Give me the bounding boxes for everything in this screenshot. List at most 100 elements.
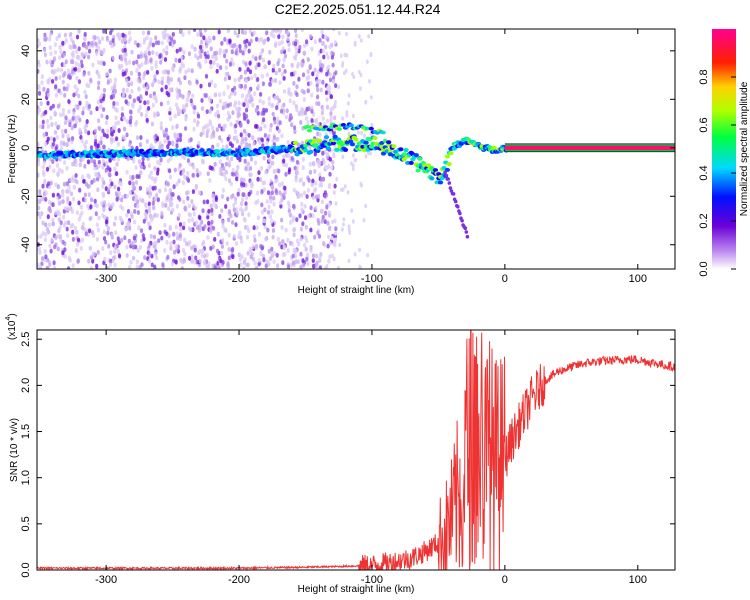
noise-dot xyxy=(49,180,53,186)
noise-dot xyxy=(151,200,155,206)
x-tick-label: -100 xyxy=(361,273,383,285)
noise-dot xyxy=(263,207,267,213)
colorbar-gradient xyxy=(712,29,736,269)
noise-dot xyxy=(44,131,49,137)
noise-dot xyxy=(49,51,53,56)
noise-dot xyxy=(259,251,263,257)
noise-dot xyxy=(275,95,280,101)
noise-dot xyxy=(240,181,244,187)
noise-dot xyxy=(116,120,121,125)
noise-dot xyxy=(341,63,344,68)
noise-dot xyxy=(286,140,290,145)
noise-dot xyxy=(310,92,314,98)
noise-dot xyxy=(309,227,313,233)
noise-dot xyxy=(170,261,175,267)
noise-dot xyxy=(240,201,244,207)
noise-dot xyxy=(273,169,277,174)
noise-dot xyxy=(334,70,338,75)
noise-dot xyxy=(246,103,250,109)
noise-dot xyxy=(250,75,254,81)
noise-dot xyxy=(271,67,275,73)
noise-dot xyxy=(112,101,116,106)
noise-dot xyxy=(198,29,202,34)
noise-dot xyxy=(75,49,79,54)
noise-dot xyxy=(150,66,154,71)
noise-dot xyxy=(130,88,134,94)
noise-dot xyxy=(139,54,143,59)
noise-dot xyxy=(191,172,195,178)
noise-dot xyxy=(150,121,154,127)
noise-dot xyxy=(54,84,58,89)
noise-dot xyxy=(244,195,249,201)
noise-dot xyxy=(143,211,147,217)
noise-dot xyxy=(278,29,282,33)
noise-dot xyxy=(144,90,149,96)
noise-dot xyxy=(99,49,103,55)
noise-dot xyxy=(155,51,159,57)
noise-dot xyxy=(166,75,170,81)
noise-dot xyxy=(270,78,275,84)
noise-dot xyxy=(230,57,234,63)
noise-dot xyxy=(305,39,309,45)
noise-dot xyxy=(219,65,223,70)
signal-blob xyxy=(408,160,414,165)
noise-dot xyxy=(156,197,160,203)
noise-dot xyxy=(275,252,279,258)
noise-dot xyxy=(128,60,132,65)
noise-dot xyxy=(64,220,68,226)
noise-dot xyxy=(257,231,262,237)
noise-dot xyxy=(273,78,278,83)
noise-dot xyxy=(154,133,158,139)
signal-blob xyxy=(304,124,311,129)
noise-dot xyxy=(264,236,268,242)
noise-dot xyxy=(87,71,91,76)
noise-dot xyxy=(278,80,282,85)
noise-dot xyxy=(287,41,291,47)
noise-dot xyxy=(152,205,156,211)
noise-dot xyxy=(59,220,63,226)
noise-dot xyxy=(168,106,172,112)
noise-dot xyxy=(165,239,169,245)
noise-dot xyxy=(302,97,306,102)
noise-dot xyxy=(164,69,168,75)
noise-dot xyxy=(261,180,265,186)
noise-dot xyxy=(267,248,271,254)
noise-dot xyxy=(163,29,168,33)
noise-dot xyxy=(182,258,186,264)
noise-dot xyxy=(105,115,109,120)
noise-dot xyxy=(116,156,120,162)
noise-dot xyxy=(108,157,112,163)
noise-dot xyxy=(289,220,293,225)
noise-dot xyxy=(159,121,163,126)
noise-dot xyxy=(131,181,135,187)
noise-dot xyxy=(265,140,269,146)
noise-dot xyxy=(313,39,317,45)
noise-dot xyxy=(128,94,132,100)
noise-dot xyxy=(102,47,106,53)
noise-dot xyxy=(180,154,184,159)
noise-dot xyxy=(201,208,205,214)
signal-blob xyxy=(292,140,298,145)
noise-dot xyxy=(245,225,249,230)
noise-dot xyxy=(196,113,201,119)
noise-dot xyxy=(318,79,322,84)
noise-dot xyxy=(155,213,159,218)
noise-dot xyxy=(85,82,89,88)
noise-dot xyxy=(195,168,199,173)
noise-dot xyxy=(80,225,84,231)
noise-dot xyxy=(295,47,299,53)
noise-dot xyxy=(226,196,230,202)
noise-dot xyxy=(64,59,68,65)
noise-dot xyxy=(191,203,196,209)
noise-dot xyxy=(63,254,67,259)
noise-dot xyxy=(162,48,166,54)
noise-dot xyxy=(242,216,246,222)
noise-dot xyxy=(102,107,106,112)
noise-dot xyxy=(207,82,212,88)
noise-dot xyxy=(132,98,136,103)
noise-dot xyxy=(292,227,297,232)
noise-dot xyxy=(153,74,157,80)
noise-dot xyxy=(247,228,251,234)
noise-dot xyxy=(128,30,132,36)
